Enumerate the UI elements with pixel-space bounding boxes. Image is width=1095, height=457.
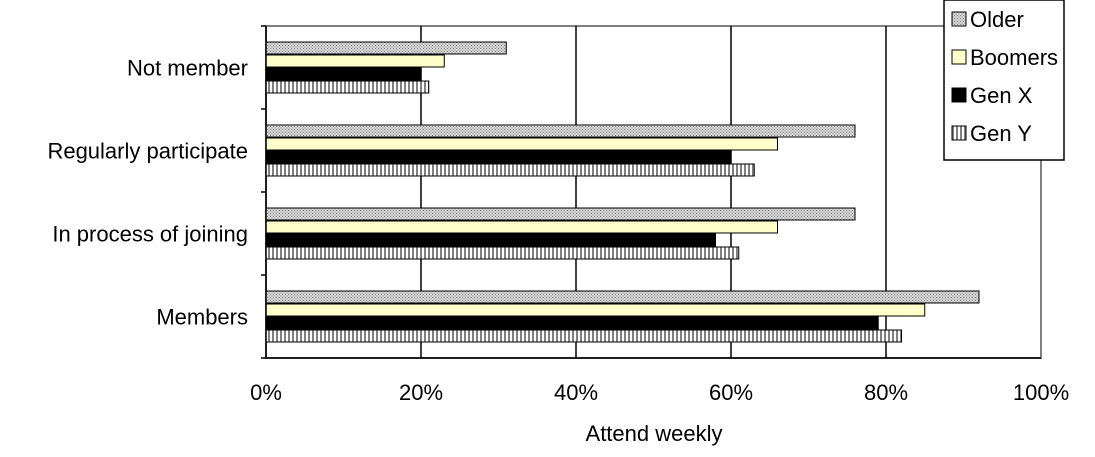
- bar-older-not-member: [266, 42, 506, 54]
- x-tick-label: 80%: [864, 380, 908, 405]
- bar-older-regularly-participate: [266, 125, 855, 137]
- bar-gen-x-in-process-of-joining: [266, 234, 716, 246]
- bar-boomers-members: [266, 304, 925, 316]
- legend-label-boomers: Boomers: [970, 45, 1058, 70]
- bar-gen-x-members: [266, 317, 878, 329]
- x-axis-tick-labels: 0% 20% 40% 60% 80% 100%: [250, 380, 1069, 405]
- bar-older-members: [266, 291, 979, 303]
- bar-gen-y-members: [266, 330, 902, 342]
- legend-label-gen-y: Gen Y: [970, 121, 1032, 146]
- bar-gen-x-regularly-participate: [266, 151, 731, 163]
- category-label-not-member: Not member: [127, 56, 248, 81]
- x-axis-title: Attend weekly: [586, 421, 723, 446]
- legend-swatch-boomers: [952, 50, 966, 64]
- plot-area: [261, 26, 1041, 358]
- category-label-members: Members: [156, 305, 248, 330]
- legend-swatch-gen-x: [952, 88, 966, 102]
- y-axis-category-labels: Members In process of joining Regularly pa…: [47, 56, 248, 330]
- legend-swatch-gen-y: [952, 126, 966, 140]
- legend-label-older: Older: [970, 7, 1024, 32]
- x-tick-label: 100%: [1013, 380, 1069, 405]
- bar-boomers-in-process-of-joining: [266, 221, 778, 233]
- x-tick-label: 20%: [399, 380, 443, 405]
- legend-swatch-older: [952, 12, 966, 26]
- category-label-in-process-of-joining: In process of joining: [52, 222, 248, 247]
- bar-gen-x-not-member: [266, 68, 421, 80]
- bar-gen-y-not-member: [266, 81, 429, 93]
- legend: Older Boomers Gen X Gen Y: [944, 0, 1064, 160]
- x-tick-label: 40%: [554, 380, 598, 405]
- x-tick-label: 60%: [709, 380, 753, 405]
- category-label-regularly-participate: Regularly participate: [47, 139, 248, 164]
- legend-label-gen-x: Gen X: [970, 83, 1033, 108]
- bar-boomers-not-member: [266, 55, 444, 67]
- x-tick-label: 0%: [250, 380, 282, 405]
- bar-boomers-regularly-participate: [266, 138, 778, 150]
- bar-gen-y-in-process-of-joining: [266, 247, 739, 259]
- bar-gen-y-regularly-participate: [266, 164, 754, 176]
- bar-older-in-process-of-joining: [266, 208, 855, 220]
